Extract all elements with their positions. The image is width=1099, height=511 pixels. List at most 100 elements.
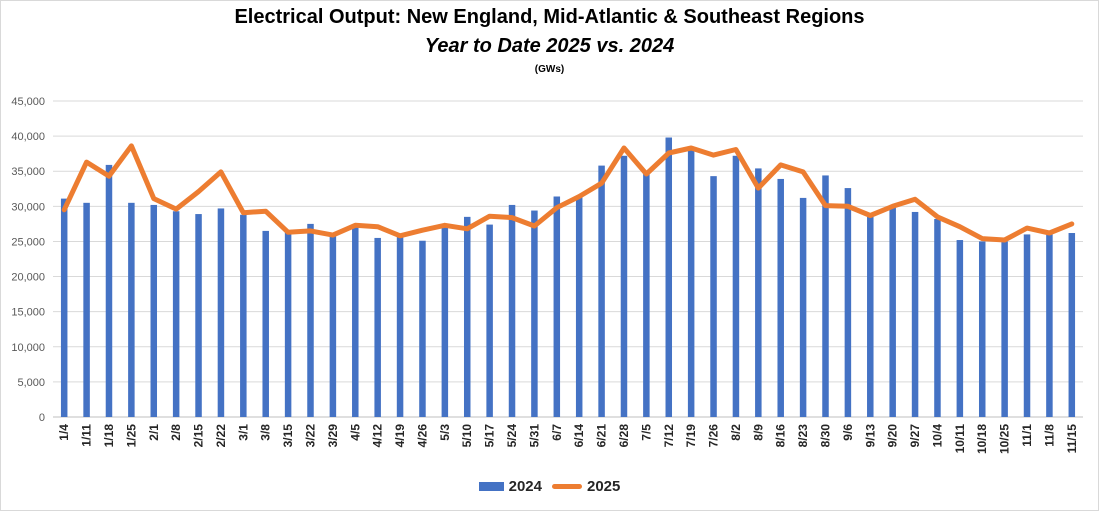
bar-2024	[307, 223, 314, 417]
x-tick-label: 2/8	[169, 424, 183, 441]
bar-2024	[598, 165, 605, 417]
x-tick-label: 9/20	[886, 424, 900, 448]
bar-2024	[105, 164, 113, 417]
bar-2024	[799, 197, 807, 417]
bar-2024	[732, 155, 740, 418]
bar-2024	[441, 225, 449, 417]
x-tick-label: 1/11	[80, 424, 94, 447]
x-tick-label: 4/26	[415, 424, 429, 448]
x-tick-label: 1/25	[124, 424, 138, 448]
y-tick-label: 5,000	[17, 377, 45, 389]
bar-2024	[710, 176, 717, 417]
x-tick-label: 10/18	[975, 424, 989, 454]
x-tick-label: 9/13	[863, 424, 877, 448]
x-tick-label: 2/22	[214, 424, 228, 448]
bar-2024	[822, 175, 829, 417]
line-2025	[61, 143, 1075, 243]
x-tick-label: 3/22	[304, 424, 318, 448]
bar-2024	[553, 196, 561, 417]
bar-2024	[329, 233, 337, 417]
y-tick-label: 25,000	[11, 236, 45, 248]
bar-2024	[1001, 241, 1008, 417]
y-tick-label: 30,000	[11, 201, 45, 213]
bar-2024	[934, 218, 941, 417]
legend-label-2025: 2025	[587, 478, 621, 495]
x-tick-label: 10/11	[953, 424, 967, 454]
x-tick-label: 7/26	[707, 424, 721, 448]
chart-subtitle: Year to Date 2025 vs. 2024	[424, 35, 675, 57]
x-tick-label: 7/5	[639, 424, 653, 441]
x-tick-label: 6/7	[550, 424, 564, 441]
bar-2024	[240, 214, 247, 417]
bar-2024	[262, 230, 269, 417]
bar-2024	[643, 172, 650, 417]
x-tick-label: 1/4	[57, 424, 71, 441]
bar-2024	[150, 204, 158, 417]
x-tick-label: 6/28	[617, 424, 631, 448]
bar-2024	[620, 155, 628, 418]
x-tick-label: 4/12	[371, 424, 385, 448]
bar-2024	[1023, 234, 1031, 417]
x-tick-label: 6/14	[572, 424, 586, 448]
x-tick-label: 3/15	[281, 424, 295, 448]
bar-2024	[1046, 234, 1053, 417]
x-tick-label: 7/19	[684, 424, 698, 448]
x-tick-label: 6/21	[595, 424, 609, 448]
legend-item-2025: 2025	[552, 478, 620, 495]
bar-2024	[508, 204, 516, 417]
bar-2024	[195, 214, 202, 417]
y-tick-label: 40,000	[11, 131, 45, 143]
bar-2024	[687, 146, 695, 417]
bar-2024	[463, 216, 471, 417]
y-tick-label: 0	[39, 412, 45, 424]
bar-2024	[531, 210, 538, 417]
bar-2024	[486, 224, 493, 417]
x-tick-label: 3/29	[326, 424, 340, 448]
x-tick-label: 9/27	[908, 424, 922, 448]
x-tick-label: 8/16	[774, 424, 788, 448]
bar-2024	[352, 227, 359, 417]
x-tick-label: 8/23	[796, 424, 810, 448]
bar-2024	[374, 237, 381, 417]
y-tick-label: 45,000	[11, 96, 45, 108]
bar-2024	[172, 211, 180, 417]
bar-2024	[128, 202, 135, 417]
x-tick-label: 5/24	[505, 424, 519, 448]
x-tick-label: 11/8	[1042, 424, 1056, 447]
bar-2024	[956, 240, 964, 417]
bar-2024	[419, 240, 426, 417]
x-tick-label: 5/31	[527, 424, 541, 448]
x-tick-label: 11/1	[1020, 424, 1034, 447]
bar-2024	[83, 202, 90, 417]
x-tick-label: 5/10	[460, 424, 474, 448]
bar-2024	[867, 216, 874, 417]
bar-2024	[889, 205, 896, 417]
y-tick-label: 20,000	[11, 272, 45, 284]
bar-2024	[60, 198, 68, 417]
x-tick-label: 4/5	[348, 424, 362, 441]
x-tick-label: 8/2	[729, 424, 743, 441]
bar-2024	[1068, 233, 1076, 417]
chart-unit-label: (GWs)	[534, 64, 565, 75]
bar-2024	[284, 231, 292, 417]
bar-2024	[217, 208, 225, 417]
bar-2024	[844, 188, 852, 417]
x-tick-label: 2/1	[147, 424, 161, 441]
y-tick-label: 15,000	[11, 307, 45, 319]
legend-label-2024: 2024	[508, 478, 542, 495]
chart-title: Electrical Output: New England, Mid-Atla…	[234, 6, 865, 28]
x-tick-label: 3/8	[259, 424, 273, 441]
legend-swatch-2025	[552, 484, 582, 489]
bar-2024	[911, 211, 919, 417]
x-tick-label: 11/15	[1065, 424, 1079, 454]
legend-swatch-2024	[478, 482, 504, 491]
bar-2024	[755, 168, 762, 417]
x-tick-label: 10/4	[930, 424, 944, 448]
x-tick-label: 5/3	[438, 424, 452, 441]
bar-2024	[575, 197, 583, 417]
x-tick-label: 2/15	[192, 424, 206, 448]
chart-legend: 2024 2025	[0, 478, 1099, 495]
x-tick-label: 5/17	[483, 424, 497, 448]
y-tick-label: 35,000	[11, 166, 45, 178]
